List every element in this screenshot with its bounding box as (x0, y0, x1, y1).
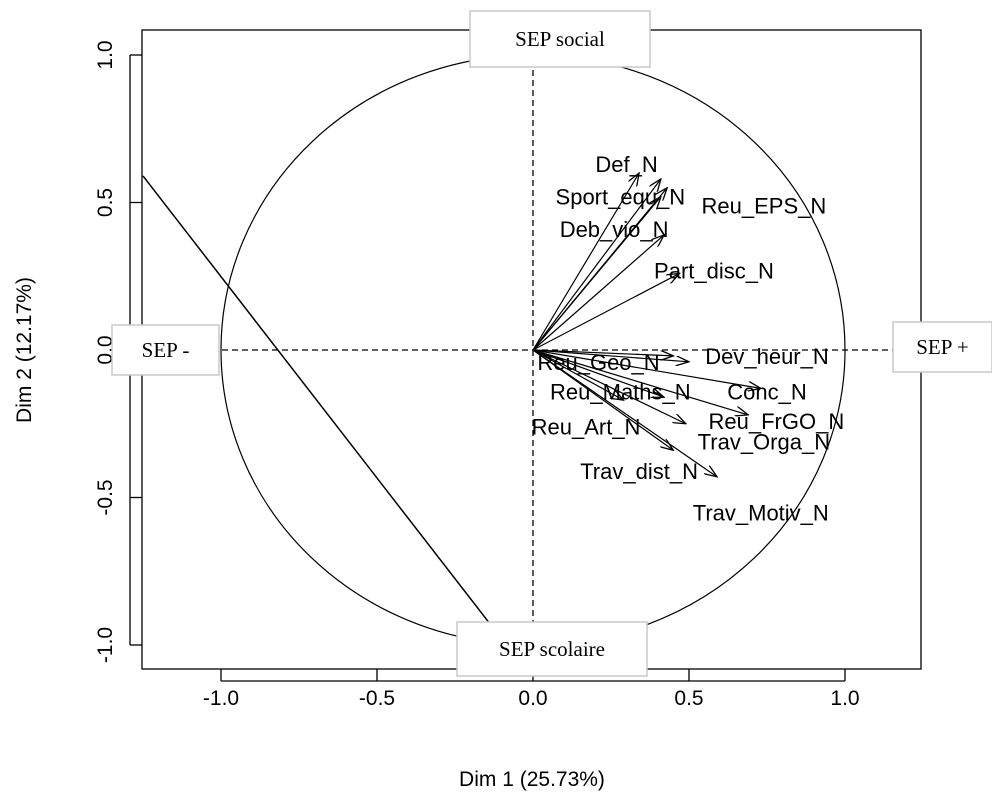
x-axis-title: Dim 1 (25.73%) (459, 768, 605, 791)
annotation-bottom: SEP scolaire (456, 621, 648, 677)
arrow-def-n (532, 173, 639, 351)
variable-label: Part_disc_N (654, 258, 774, 283)
variable-label: Conc_N (727, 379, 806, 404)
variable-label: Deb_vio_N (560, 217, 669, 242)
variable-label: Trav_Orga_N (698, 429, 830, 454)
variable-label: Trav_Motiv_N (693, 500, 829, 525)
arrow-trav-orga-n (532, 349, 686, 424)
y-axis-title: Dim 2 (12.17%) (13, 277, 36, 423)
y-tick-label: 1.0 (94, 40, 117, 69)
annotation-label: SEP + (916, 335, 969, 359)
annotation-box (456, 621, 648, 677)
annotation-label: SEP social (515, 27, 605, 51)
x-tick-label: 0.0 (518, 687, 547, 710)
x-tick-label: 1.0 (830, 687, 859, 710)
reference-line (142, 175, 503, 640)
x-tick-label: -0.5 (359, 687, 395, 710)
annotation-right: SEP + (892, 321, 992, 373)
arrow-sport-equ-n (532, 179, 661, 351)
variable-label: Trav_dist_N (580, 459, 698, 484)
variable-label: Reu_EPS_N (702, 193, 827, 218)
variable-label: Def_N (595, 152, 657, 177)
arrow-reu-art-n (532, 349, 623, 400)
variable-label: Reu_FrGO_N (709, 409, 845, 434)
variable-label: Reu_Maths_N (550, 379, 691, 404)
y-tick-label: 0.5 (94, 188, 117, 217)
x-tick-label: 0.5 (674, 687, 703, 710)
variable-label: Reu_Geo_N (537, 350, 659, 375)
annotation-box (892, 321, 992, 373)
arrow-reu-frgo-n (532, 349, 748, 415)
arrow-conc-n (532, 349, 761, 388)
arrow-reu-geo-n (532, 349, 673, 356)
annotation-box (469, 10, 651, 68)
arrow-part-disc-n-2 (532, 273, 680, 351)
annotation-left: SEP - (111, 324, 220, 376)
annotation-label: SEP - (142, 338, 190, 362)
arrow-trav-motiv-n (532, 349, 717, 477)
x-tick-label: -1.0 (203, 687, 239, 710)
y-tick-label: -1.0 (94, 627, 117, 663)
variable-label: Dev_heur_N (705, 344, 829, 369)
arrow-reu-maths-n (532, 349, 664, 397)
variable-label: Reu_Art_N (532, 415, 641, 440)
arrow-part-disc-n (532, 235, 664, 351)
y-tick-label: -0.5 (94, 479, 117, 515)
annotation-top: SEP social (469, 10, 651, 68)
annotation-label: SEP scolaire (499, 637, 605, 661)
arrow-deb-vio-n (532, 197, 661, 351)
variable-label: Sport_equ_N (556, 185, 686, 210)
annotation-box (111, 324, 220, 376)
